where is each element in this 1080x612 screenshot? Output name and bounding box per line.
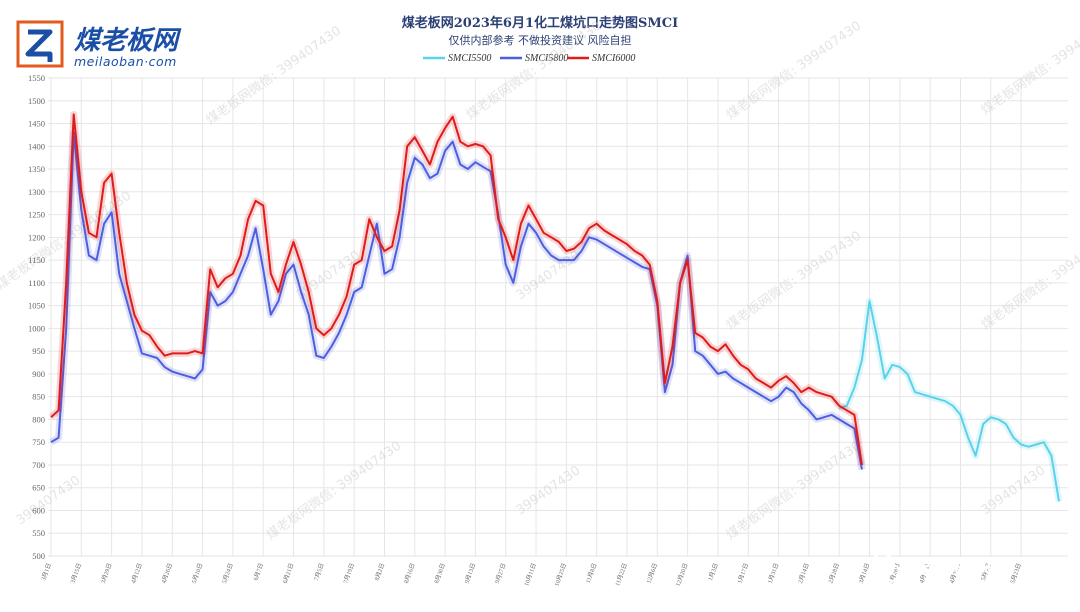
wechat-icon-inner [883,564,901,582]
x-tick-label: 7月5日 [313,562,326,581]
x-tick-label: 1月3日 [707,562,720,581]
x-tick-label: 1月17日 [736,562,750,584]
series-line-smci5500 [838,300,1060,502]
y-tick-label: 1000 [28,323,45,333]
x-tick-label: 4月12日 [130,562,144,584]
x-tick-label: 6月7日 [252,562,265,581]
watermark: 399407430 [14,473,84,528]
wechat-badge: 煤老板快讯 [869,553,1012,582]
x-tick-label: 12月6日 [645,562,659,584]
x-tick-label: 6月21日 [282,562,296,584]
watermark: 煤老板网微信: 399407430 [724,439,864,544]
x-tick-label: 7月19日 [342,562,356,584]
x-tick-label: 2月28日 [827,562,841,584]
legend-label-smci5500: SMCI5500 [448,53,491,64]
x-tick-label: 8月2日 [374,562,387,581]
y-tick-label: 1250 [28,210,45,220]
chart-subtitle: 仅供内部参考 不做投资建议 风险自担 [449,33,632,47]
series-glow-smci5500 [838,297,1063,502]
x-tick-label: 2月14日 [797,562,811,584]
x-tick-label: 5月24日 [221,562,235,584]
watermark: 煤老板网微信: 399407430 [204,24,344,129]
logo-chinese: 煤老板网 [74,26,182,56]
x-tick-label: 4月26日 [160,562,174,584]
watermarks: 煤老板网微信: 399407430 煤老板网微信: 399407430 煤老板网微信… [0,14,1080,544]
y-tick-label: 1350 [28,164,45,174]
watermark: 煤老板网微信: 399407430 [724,229,864,334]
y-tick-label: 900 [32,369,45,379]
y-tick-label: 1050 [28,301,45,311]
y-tick-label: 1450 [28,119,45,129]
y-tick-label: 600 [32,505,45,515]
legend-label-smci6000: SMCI6000 [592,53,635,64]
x-tick-label: 9月27日 [494,562,508,584]
x-tick-label: 8月16日 [403,562,417,584]
y-tick-label: 800 [32,414,45,424]
plot-area [48,110,1063,502]
y-tick-label: 950 [32,346,45,356]
y-tick-label: 700 [32,460,45,470]
x-tick-label: 3月1日 [40,562,53,581]
watermark: 煤老板网微信: 399407430 [979,14,1080,119]
y-tick-label: 1500 [28,96,45,106]
x-tick-label: 1月31日 [767,562,781,584]
y-tick-label: 1150 [28,255,45,265]
y-axis: 500 550 600 650 700 750 800 850 900 950 1000 1050 11… [28,73,45,561]
logo-mark [25,29,53,62]
logo[interactable]: 煤老板网 meilaoban·com [16,20,182,69]
x-tick-label: 10月25日 [553,562,568,587]
y-tick-label: 500 [32,551,45,561]
x-tick-label: 3月15日 [69,562,83,584]
x-tick-label: 3月29日 [100,562,114,584]
x-tick-label: 8月30日 [433,562,447,584]
x-tick-label: 12月20日 [675,562,690,587]
x-tick-label: 10月11日 [523,562,538,587]
y-tick-label: 1200 [28,232,45,242]
logo-icon [16,20,64,68]
y-tick-label: 750 [32,437,45,447]
x-tick-label: 5月10日 [191,562,205,584]
watermark: 煤老板网微信: 399407430 [979,229,1080,334]
y-tick-label: 850 [32,392,45,402]
y-tick-label: 550 [32,528,45,538]
y-tick-label: 650 [32,483,45,493]
series-line-smci5800 [50,131,863,470]
y-tick-label: 1100 [28,278,45,288]
x-tick-label: 9月13日 [464,562,478,584]
chart-title: 煤老板网2023年6月1化工煤坑口走势图SMCI [402,15,678,31]
y-tick-label: 1300 [28,187,45,197]
series-line-smci6000 [50,113,863,466]
watermark: 煤老板网微信: 399407430 [264,439,404,544]
y-tick-label: 1400 [28,141,45,151]
wechat-account-name: 煤老板快讯 [912,555,1012,579]
legend: SMCI5500 SMCI5800 SMCI6000 [423,53,635,64]
y-tick-label: 1550 [28,73,45,83]
x-axis: 3月1日 3月15日 3月29日 4月12日 4月26日 5月10日 5月24日 6月7日 6月… [40,562,1023,587]
x-tick-label: 11月8日 [585,562,599,584]
x-tick-label: 11月22日 [614,562,629,587]
legend-label-smci5800: SMCI5800 [525,53,568,64]
watermark: 煤老板网微信: 399407430 [724,19,864,124]
logo-english: meilaoban·com [74,54,177,69]
